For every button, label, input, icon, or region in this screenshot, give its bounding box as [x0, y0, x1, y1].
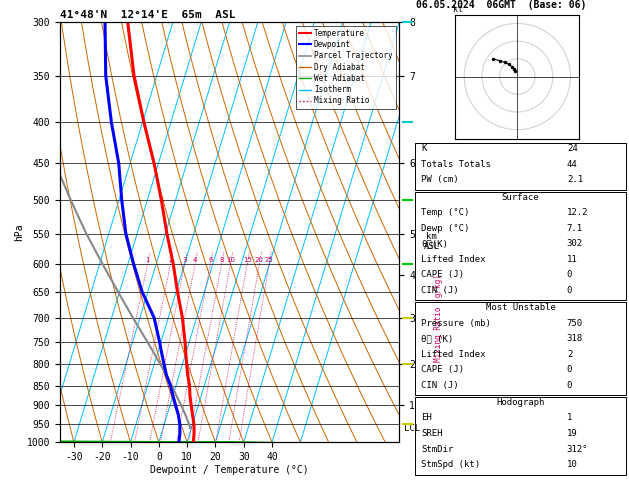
Text: 1: 1: [145, 257, 150, 262]
Text: 1: 1: [567, 414, 572, 422]
Bar: [415, 302, 626, 395]
Text: Most Unstable: Most Unstable: [486, 303, 555, 312]
Y-axis label: km
ASL: km ASL: [423, 232, 440, 251]
Text: 0: 0: [567, 286, 572, 295]
Bar: [415, 143, 626, 190]
Text: kt: kt: [453, 5, 463, 14]
Text: 25: 25: [265, 257, 274, 262]
Text: 312°: 312°: [567, 445, 588, 453]
Legend: Temperature, Dewpoint, Parcel Trajectory, Dry Adiabat, Wet Adiabat, Isotherm, Mi: Temperature, Dewpoint, Parcel Trajectory…: [296, 26, 396, 108]
Text: StmDir: StmDir: [421, 445, 454, 453]
Text: 41°48'N  12°14'E  65m  ASL: 41°48'N 12°14'E 65m ASL: [60, 10, 235, 20]
Text: Lifted Index: Lifted Index: [421, 255, 486, 264]
Text: 7.1: 7.1: [567, 224, 583, 233]
Text: 06.05.2024  06GMT  (Base: 06): 06.05.2024 06GMT (Base: 06): [416, 0, 587, 10]
Text: θᴄ(K): θᴄ(K): [421, 239, 448, 248]
Text: EH: EH: [421, 414, 432, 422]
Text: 2.1: 2.1: [567, 175, 583, 185]
Text: K: K: [421, 144, 427, 154]
Text: Temp (°C): Temp (°C): [421, 208, 470, 217]
Text: 2: 2: [169, 257, 173, 262]
Text: 19: 19: [567, 429, 577, 438]
Text: 24: 24: [567, 144, 577, 154]
Text: 302: 302: [567, 239, 583, 248]
Text: Pressure (mb): Pressure (mb): [421, 319, 491, 328]
Text: θᴄ (K): θᴄ (K): [421, 334, 454, 343]
Text: 10: 10: [567, 460, 577, 469]
Text: SREH: SREH: [421, 429, 443, 438]
Text: 2: 2: [567, 349, 572, 359]
Text: 0: 0: [567, 270, 572, 279]
Text: 0: 0: [567, 381, 572, 390]
Text: Lifted Index: Lifted Index: [421, 349, 486, 359]
Text: 11: 11: [567, 255, 577, 264]
Text: Surface: Surface: [502, 192, 539, 202]
Text: Dewp (°C): Dewp (°C): [421, 224, 470, 233]
Text: CIN (J): CIN (J): [421, 286, 459, 295]
Text: 12.2: 12.2: [567, 208, 588, 217]
Text: 44: 44: [567, 160, 577, 169]
X-axis label: Dewpoint / Temperature (°C): Dewpoint / Temperature (°C): [150, 465, 309, 475]
Text: 15: 15: [243, 257, 252, 262]
Text: 10: 10: [226, 257, 235, 262]
Text: 3: 3: [182, 257, 187, 262]
Text: 8: 8: [220, 257, 224, 262]
Text: Totals Totals: Totals Totals: [421, 160, 491, 169]
Text: 0: 0: [567, 365, 572, 374]
Text: PW (cm): PW (cm): [421, 175, 459, 185]
Text: LCL: LCL: [404, 423, 420, 433]
Text: CAPE (J): CAPE (J): [421, 270, 464, 279]
Text: 20: 20: [255, 257, 264, 262]
Text: CAPE (J): CAPE (J): [421, 365, 464, 374]
Text: 750: 750: [567, 319, 583, 328]
Text: 6: 6: [208, 257, 213, 262]
Bar: [415, 397, 626, 475]
Text: Hodograph: Hodograph: [496, 398, 545, 407]
Text: Mixing Ratio (g/kg): Mixing Ratio (g/kg): [434, 274, 443, 362]
Text: 4: 4: [193, 257, 198, 262]
Text: 318: 318: [567, 334, 583, 343]
Y-axis label: hPa: hPa: [14, 223, 24, 241]
Text: StmSpd (kt): StmSpd (kt): [421, 460, 481, 469]
Bar: [415, 191, 626, 300]
Text: CIN (J): CIN (J): [421, 381, 459, 390]
